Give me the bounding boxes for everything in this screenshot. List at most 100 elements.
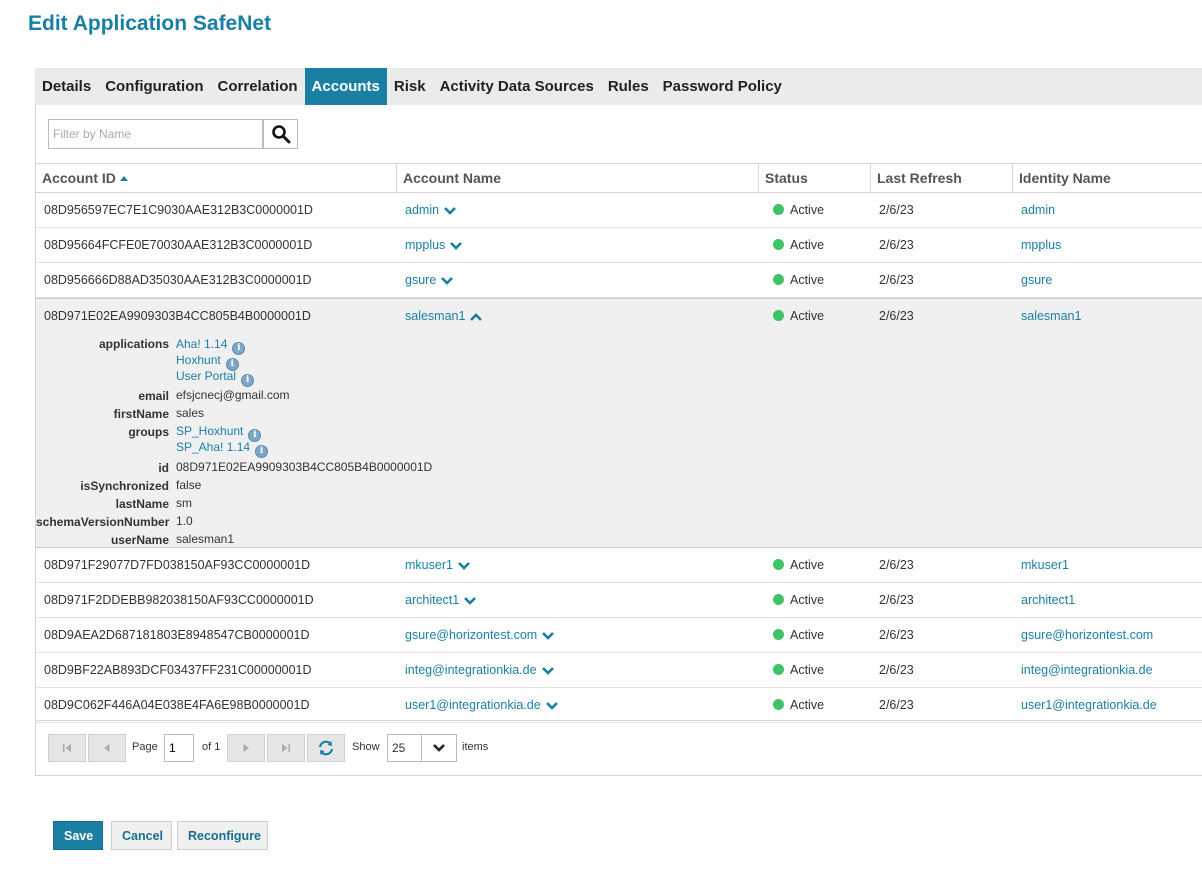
tab-configuration[interactable]: Configuration	[105, 78, 204, 95]
items-label: items	[462, 741, 489, 753]
status-text: Active	[790, 698, 825, 712]
account-id: 08D971F2DDEBB982038150AF93CC0000001D	[44, 593, 314, 607]
identity-name-link[interactable]: integ@integrationkia.de	[1021, 663, 1153, 677]
status-badge: Active	[773, 653, 824, 687]
group-link[interactable]: SP_Hoxhunt	[176, 424, 244, 438]
group-item: SP_Aha! 1.14 i	[176, 440, 269, 458]
last-refresh: 2/6/23	[879, 663, 914, 677]
account-name-link[interactable]: mpplus	[405, 228, 463, 262]
search-button[interactable]	[263, 119, 298, 149]
detail-value-schemaversionnumber: 1.0	[176, 514, 193, 528]
account-name-link[interactable]: integ@integrationkia.de	[405, 653, 555, 687]
account-name-link[interactable]: gsure	[405, 263, 454, 297]
account-id: 08D9C062F446A04E038E4FA6E98B0000001D	[44, 698, 310, 712]
first-page-button[interactable]	[48, 734, 86, 762]
page-number-input[interactable]	[164, 734, 194, 762]
column-header-last-refresh[interactable]: Last Refresh	[871, 164, 1013, 193]
info-icon[interactable]: i	[225, 358, 239, 371]
identity-name-link[interactable]: admin	[1021, 203, 1056, 217]
tab-risk[interactable]: Risk	[393, 78, 426, 95]
account-name-link[interactable]: gsure@horizontest.com	[405, 618, 555, 652]
page-label: Page	[132, 741, 158, 753]
previous-page-button[interactable]	[88, 734, 126, 762]
account-name-link[interactable]: mkuser1	[405, 548, 471, 582]
tab-bar: Details Configuration Correlation Accoun…	[35, 68, 1202, 105]
account-id: 08D971E02EA9909303B4CC805B4B0000001D	[44, 309, 311, 323]
identity-name-link[interactable]: gsure@horizontest.com	[1021, 628, 1154, 642]
refresh-button[interactable]	[307, 734, 345, 762]
detail-value-lastname: sm	[176, 496, 192, 510]
table-row: 08D971F2DDEBB982038150AF93CC0000001D arch…	[36, 583, 1202, 618]
info-icon[interactable]: i	[232, 342, 246, 355]
status-badge: Active	[773, 228, 824, 262]
status-active-icon	[773, 594, 784, 605]
info-icon[interactable]: i	[241, 374, 255, 387]
tab-activity-data-sources[interactable]: Activity Data Sources	[439, 78, 594, 95]
account-name: gsure@horizontest.com	[405, 628, 538, 642]
account-name-link[interactable]: user1@integrationkia.de	[405, 688, 559, 722]
info-icon[interactable]: i	[248, 429, 262, 442]
chevron-down-icon	[545, 702, 558, 710]
page-size-value: 25	[388, 735, 422, 761]
identity-name-link[interactable]: architect1	[1021, 593, 1076, 607]
detail-label-groups: groups	[128, 425, 169, 439]
detail-label-email: email	[138, 389, 169, 403]
status-active-icon	[773, 239, 784, 250]
application-link[interactable]: User Portal	[176, 369, 237, 383]
filter-input[interactable]	[48, 119, 263, 149]
status-badge: Active	[773, 583, 824, 617]
application-link[interactable]: Aha! 1.14	[176, 337, 228, 351]
account-name-link[interactable]: salesman1	[405, 299, 483, 333]
table-row: 08D956666D88AD35030AAE312B3C0000001D gsur…	[36, 263, 1202, 298]
last-page-icon	[282, 744, 290, 752]
status-badge: Active	[773, 688, 824, 722]
previous-page-icon	[104, 744, 110, 752]
last-refresh: 2/6/23	[879, 203, 914, 217]
chevron-down-icon	[541, 667, 554, 675]
application-link[interactable]: Hoxhunt	[176, 353, 221, 367]
identity-name-link[interactable]: mkuser1	[1021, 558, 1069, 572]
tab-rules[interactable]: Rules	[607, 78, 649, 95]
table-row: 08D971E02EA9909303B4CC805B4B0000001D sale…	[36, 298, 1202, 548]
column-header-account-id[interactable]: Account ID	[36, 164, 397, 193]
table-row: 08D95664FCFE0E70030AAE312B3C0000001D mppl…	[36, 228, 1202, 263]
column-header-status[interactable]: Status	[759, 164, 871, 193]
reconfigure-button[interactable]: Reconfigure	[177, 821, 268, 850]
column-header-identity-name[interactable]: Identity Name	[1019, 170, 1111, 186]
chevron-down-icon	[542, 632, 555, 640]
column-header-account-name[interactable]: Account Name	[397, 164, 759, 193]
status-text: Active	[790, 628, 825, 642]
page-title: Edit Application SafeNet	[28, 12, 272, 35]
last-refresh: 2/6/23	[879, 238, 914, 252]
save-button[interactable]: Save	[53, 821, 103, 850]
tab-accounts[interactable]: Accounts	[304, 68, 387, 105]
identity-name-link[interactable]: mpplus	[1021, 238, 1062, 252]
tab-correlation[interactable]: Correlation	[217, 78, 298, 95]
page-size-select[interactable]: 25	[387, 734, 457, 762]
last-refresh: 2/6/23	[879, 558, 914, 572]
identity-name-link[interactable]: gsure	[1021, 273, 1053, 287]
account-name-link[interactable]: architect1	[405, 583, 477, 617]
group-link[interactable]: SP_Aha! 1.14	[176, 440, 251, 454]
account-name-link[interactable]: admin	[405, 193, 457, 227]
status-text: Active	[790, 309, 825, 323]
info-icon[interactable]: i	[255, 445, 269, 458]
last-refresh: 2/6/23	[879, 628, 914, 642]
identity-name-link[interactable]: salesman1	[1021, 309, 1082, 323]
status-text: Active	[790, 663, 825, 677]
identity-name-link[interactable]: user1@integrationkia.de	[1021, 698, 1157, 712]
next-page-button[interactable]	[227, 734, 265, 762]
cancel-button[interactable]: Cancel	[111, 821, 172, 850]
status-text: Active	[790, 238, 825, 252]
next-page-icon	[243, 744, 249, 752]
last-refresh: 2/6/23	[879, 698, 914, 712]
account-name: mkuser1	[405, 558, 453, 572]
pager: Page of 1 Show 25 items	[36, 720, 1202, 775]
last-refresh: 2/6/23	[879, 273, 914, 287]
tab-password-policy[interactable]: Password Policy	[662, 78, 782, 95]
status-badge: Active	[773, 299, 824, 333]
last-page-button[interactable]	[267, 734, 305, 762]
detail-value-issynchronized: false	[176, 478, 202, 492]
chevron-down-icon	[450, 242, 463, 250]
tab-details[interactable]: Details	[42, 78, 92, 95]
